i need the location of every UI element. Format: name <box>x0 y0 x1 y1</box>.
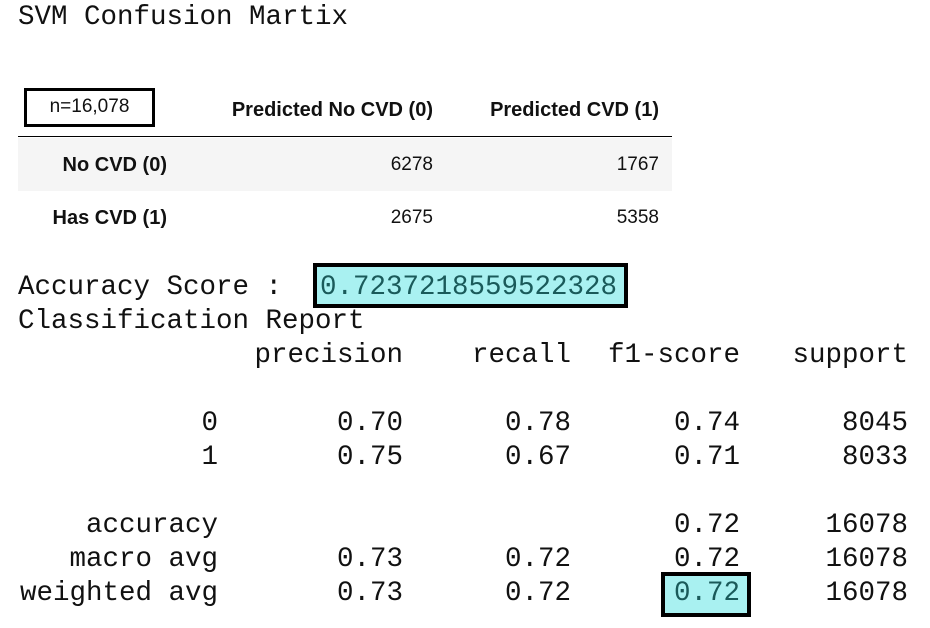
report-cell: 0.70 <box>336 408 403 439</box>
cell: 5358 <box>616 207 659 228</box>
report-cell: 0.73 <box>336 544 403 575</box>
cell: 1767 <box>616 154 659 175</box>
report-cell: 0.74 <box>673 408 740 439</box>
highlight-box <box>313 263 628 308</box>
cell: 6278 <box>390 154 433 175</box>
report-row-label: macro avg <box>69 544 218 575</box>
column-header: Predicted CVD (1) <box>490 99 659 121</box>
row-label: No CVD (0) <box>62 154 167 176</box>
report-cell: 8045 <box>841 408 908 439</box>
report-cell: 0.72 <box>504 578 571 609</box>
highlight-box <box>661 572 751 617</box>
report-cell: 0.71 <box>673 442 740 473</box>
report-cell: 0.72 <box>673 578 740 609</box>
report-cell: 0.73 <box>336 578 403 609</box>
report-title: Classification Report <box>18 306 365 337</box>
report-cell: 0.72 <box>673 510 740 541</box>
row-label: Has CVD (1) <box>52 207 167 229</box>
corner-label: n=16,078 <box>49 96 130 117</box>
cell: 2675 <box>390 207 433 228</box>
report-cell: 0.75 <box>336 442 403 473</box>
report-cell: 16078 <box>825 544 908 575</box>
report-column-header: recall <box>471 340 571 371</box>
accuracy-value: 0.7237218559522328 <box>320 272 618 303</box>
report-cell: 0.78 <box>504 408 571 439</box>
column-header: Predicted No CVD (0) <box>231 99 433 121</box>
header-rule <box>18 136 672 137</box>
report-row-label: 0 <box>201 408 218 439</box>
report-row-label: weighted avg <box>19 578 218 609</box>
corner-box <box>24 88 155 127</box>
report-cell: 8033 <box>841 442 908 473</box>
report-cell: 0.72 <box>673 544 740 575</box>
title: SVM Confusion Martix <box>18 2 349 33</box>
report-cell: 0.72 <box>504 544 571 575</box>
report-column-header: f1-score <box>607 340 740 371</box>
report-cell: 16078 <box>825 510 908 541</box>
report-row-label: 1 <box>201 442 218 473</box>
report-row-label: accuracy <box>85 510 218 541</box>
accuracy-label: Accuracy Score : <box>18 272 283 303</box>
report-column-header: support <box>792 340 908 371</box>
report-column-header: precision <box>254 340 403 371</box>
report-cell: 16078 <box>825 578 908 609</box>
report-cell: 0.67 <box>504 442 571 473</box>
row-stripe <box>18 138 672 191</box>
